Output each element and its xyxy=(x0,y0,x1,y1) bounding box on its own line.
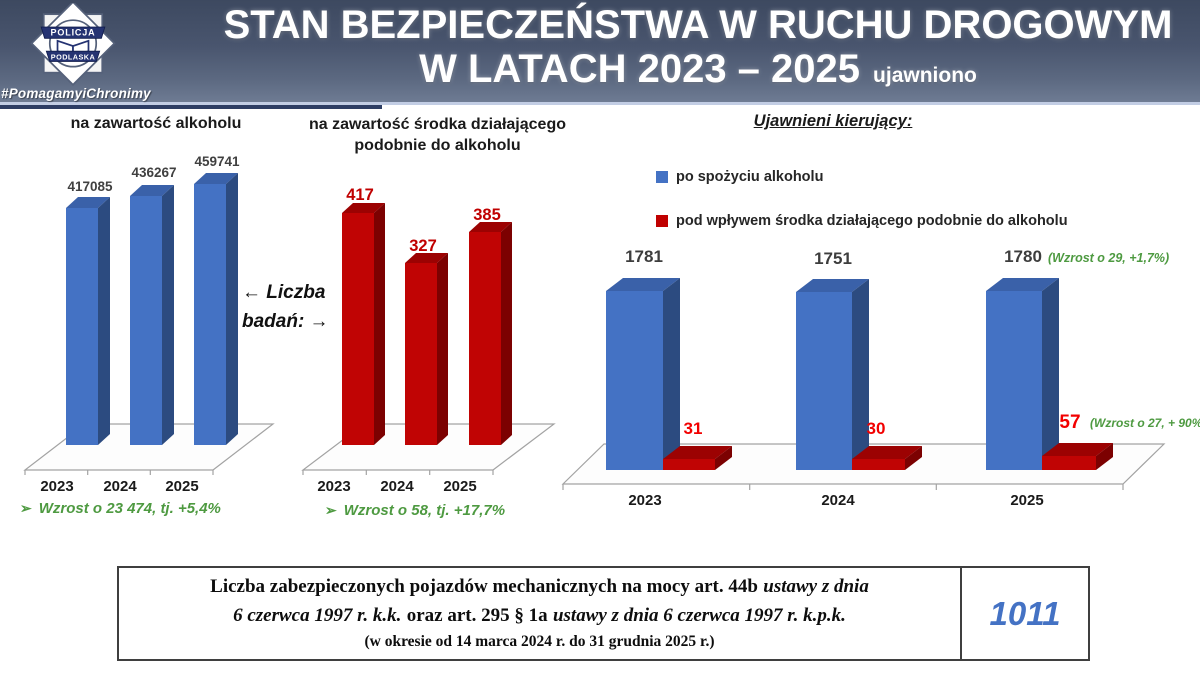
chart3-blue-annotation: (Wzrost o 29, +1,7%) xyxy=(1048,251,1170,265)
chart2-value-2023: 417 xyxy=(346,186,374,204)
chart1-title: na zawartość alkoholu xyxy=(70,115,242,132)
blue-series-swatch xyxy=(656,171,668,183)
chart2-bar-2023 xyxy=(342,203,385,445)
box-line2-normal: oraz art. 295 § 1a xyxy=(406,604,548,626)
chart2-value-2024: 327 xyxy=(409,237,437,255)
chart2-title-line1: na zawartość środka działającego xyxy=(309,116,566,133)
slide-title: STAN BEZPIECZEŃSTWA W RUCHU DROGOWYM W L… xyxy=(196,3,1200,90)
police-podlaska-logo: POLICJA PODLASKA xyxy=(30,3,116,86)
seized-vehicles-box: Liczba zabezpieczonych pojazdów mechanic… xyxy=(117,566,1090,661)
arrow-bullet-icon: ➢ xyxy=(325,502,337,518)
box-line1-italic: ustawy z dnia xyxy=(763,576,869,598)
header-banner: POLICJA PODLASKA #PomagamyiChronimy STAN… xyxy=(0,0,1200,105)
box-line2-italic2: ustawy z dnia 6 czerwca 1997 r. k.p.k. xyxy=(552,604,846,626)
red-series-swatch xyxy=(656,215,668,227)
chart2-title: na zawartość środka działającego podobni… xyxy=(300,115,575,157)
chart2-year-2023: 2023 xyxy=(317,478,351,495)
chart3-blue-value-2023: 1781 xyxy=(625,247,663,266)
legend-label-alcohol: po spożyciu alkoholu xyxy=(676,169,824,185)
chart2-bar-2025 xyxy=(469,222,512,445)
liczba-badan-line1: ← Liczba xyxy=(242,282,326,303)
chart1-value-2023: 417085 xyxy=(67,179,113,194)
chart3-red-value-2024: 30 xyxy=(866,419,886,438)
chart1-growth-text: Wzrost o 23 474, tj. +5,4% xyxy=(38,500,221,517)
chart1-bar-2024 xyxy=(130,185,174,445)
chart1-year-2023: 2023 xyxy=(40,478,74,495)
slide-title-line1: STAN BEZPIECZEŃSTWA W RUCHU DROGOWYM xyxy=(223,3,1173,47)
chart2-year-2024: 2024 xyxy=(380,478,414,495)
chart3-year-2024: 2024 xyxy=(821,492,855,509)
slide-title-line2: W LATACH 2023 – 2025 ujawniono xyxy=(196,48,1200,90)
chart2-title-line2: podobnie do alkoholu xyxy=(354,136,521,154)
policja-label: POLICJA xyxy=(50,28,95,38)
chart1-value-2025: 459741 xyxy=(194,154,240,169)
chart2-value-2025: 385 xyxy=(473,206,501,224)
chart3-year-2025: 2025 xyxy=(1010,492,1044,509)
podlaska-label: PODLASKA xyxy=(51,52,96,61)
chart1-year-2025: 2025 xyxy=(165,478,199,495)
liczba-badan-label: ← Liczba badań: → xyxy=(242,279,372,336)
chart1-bar-2023 xyxy=(66,197,110,445)
chart2-growth-text: Wzrost o 58, tj. +17,7% xyxy=(343,502,506,519)
chart3-legend-title: Ujawnieni kierujący: xyxy=(753,112,913,130)
slide-title-years: W LATACH 2023 – 2025 xyxy=(419,46,861,91)
chart3-blue-bar-2024 xyxy=(796,279,869,470)
podlaska-ribbon: PODLASKA xyxy=(45,50,101,62)
chart2-bar-2024 xyxy=(405,253,448,445)
box-line1: Liczba zabezpieczonych pojazdów mechanic… xyxy=(210,573,869,602)
legend-item-substance: pod wpływem środka działającego podobnie… xyxy=(656,213,1068,229)
chart2-year-2025: 2025 xyxy=(443,478,477,495)
chart3-blue-bar-2025 xyxy=(986,278,1059,470)
chart3-red-bar-2025 xyxy=(1042,443,1113,470)
chart1-year-2024: 2024 xyxy=(103,478,137,495)
liczba-badan-line2: badań: → xyxy=(242,310,329,332)
slide-title-suffix: ujawniono xyxy=(873,63,977,87)
chart3-blue-value-2025: 1780 xyxy=(1004,247,1042,266)
chart3-red-value-2023: 31 xyxy=(683,419,703,438)
box-line2-italic1: 6 czerwca 1997 r. k.k. xyxy=(233,604,402,626)
chart3-red-value-2025: 57 xyxy=(1059,412,1081,433)
arrow-bullet-icon: ➢ xyxy=(20,500,32,516)
chart1-bar-2025 xyxy=(194,173,238,445)
legend-item-alcohol: po spożyciu alkoholu xyxy=(656,169,823,185)
chart3-red-annotation: (Wzrost o 27, + 90%) xyxy=(1090,416,1200,430)
policja-ribbon: POLICJA xyxy=(40,26,106,39)
seized-vehicles-count: 1011 xyxy=(960,568,1088,659)
legend-label-substance: pod wpływem środka działającego podobnie… xyxy=(676,213,1068,229)
box-line1-normal: Liczba zabezpieczonych pojazdów mechanic… xyxy=(210,576,758,598)
box-line2: 6 czerwca 1997 r. k.k. oraz art. 295 § 1a… xyxy=(233,602,846,631)
chart3-red-bar-2023 xyxy=(663,446,732,470)
box-line3: (w okresie od 14 marca 2024 r. do 31 gru… xyxy=(364,633,715,651)
chart2-growth-note: ➢ Wzrost o 58, tj. +17,7% xyxy=(325,502,505,519)
hashtag-motto: #PomagamyiChronimy xyxy=(1,86,151,101)
chart3-red-bar-2024 xyxy=(852,446,922,470)
chart1-value-2024: 436267 xyxy=(131,165,177,180)
seized-vehicles-text: Liczba zabezpieczonych pojazdów mechanic… xyxy=(119,568,960,659)
chart3-blue-value-2024: 1751 xyxy=(814,249,852,268)
chart1-growth-note: ➢ Wzrost o 23 474, tj. +5,4% xyxy=(20,500,221,517)
chart3-blue-bar-2023 xyxy=(606,278,680,470)
chart3-year-2023: 2023 xyxy=(628,492,662,509)
header-accent-strip xyxy=(0,105,382,109)
